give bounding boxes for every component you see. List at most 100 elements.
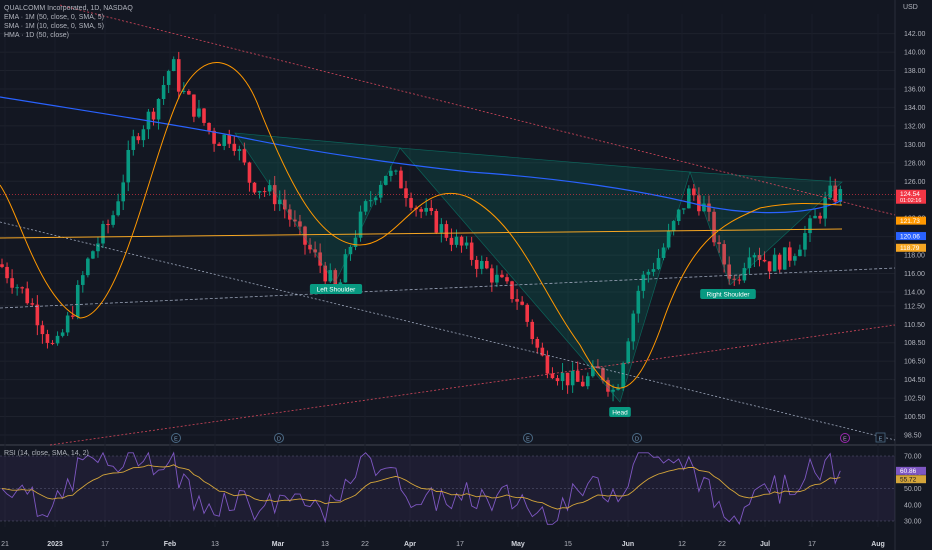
candle-body	[459, 236, 464, 246]
candle-body	[136, 136, 141, 141]
candle-body	[313, 249, 317, 253]
y-tick-label: 106.50	[904, 359, 926, 366]
event-marker: E	[840, 433, 850, 443]
candle-body	[803, 233, 807, 250]
candle-body	[30, 303, 35, 305]
candle-body	[449, 237, 454, 245]
candle-body	[798, 249, 802, 257]
event-marker-circle	[523, 433, 533, 443]
candle-body	[626, 341, 630, 364]
candle-body	[227, 134, 232, 144]
candle-body	[777, 254, 782, 270]
candle-body	[611, 389, 615, 392]
candle-body	[65, 315, 70, 333]
candle-body	[707, 203, 711, 212]
rsi-tick-label: 70.00	[904, 454, 922, 461]
pattern-badge-2: Right Shoulder	[700, 289, 756, 299]
event-marker-circle	[274, 433, 284, 443]
y-tick-label: 116.00	[904, 271, 925, 278]
candle-body	[505, 277, 509, 282]
price-label: 121.73	[900, 218, 920, 225]
candle-body	[207, 122, 211, 131]
candle-body	[318, 252, 322, 266]
candle-body	[520, 301, 524, 305]
rsi-tick-label: 30.00	[904, 519, 922, 526]
candle-body	[141, 129, 146, 141]
y-tick-label: 114.00	[904, 289, 925, 296]
candle-body	[692, 188, 696, 196]
candle-body	[96, 243, 100, 252]
price-label: 124.54	[900, 191, 920, 198]
candle-body	[767, 261, 772, 272]
candle-body	[479, 260, 484, 269]
candle-body	[525, 304, 529, 322]
sma-indicator-label[interactable]: SMA · 1M (10, close, 0, SMA, 5)	[4, 23, 104, 30]
candle-body	[176, 59, 181, 92]
candle-body	[116, 201, 120, 216]
y-tick-label: 108.50	[904, 340, 926, 347]
candle-body	[818, 215, 822, 219]
candle-body	[384, 175, 388, 185]
candle-body	[171, 59, 176, 72]
rsi-ma-label-bg	[896, 475, 926, 484]
candle-body	[469, 242, 474, 260]
candle-body	[166, 71, 171, 85]
event-marker-label: E	[879, 436, 883, 442]
y-tick-label: 142.00	[904, 31, 926, 38]
candle-body	[510, 281, 514, 300]
candle-body	[409, 198, 413, 208]
candle-body	[272, 185, 277, 205]
x-tick-label: Aug	[871, 541, 885, 548]
candle-body	[535, 338, 540, 348]
candle-body	[570, 370, 575, 386]
candle-body	[242, 149, 247, 163]
y-tick-label: 136.00	[904, 86, 926, 93]
candle-body	[131, 136, 136, 150]
event-marker-label: E	[174, 436, 178, 442]
candle-body	[641, 274, 646, 291]
x-tick-label: 21	[1, 541, 9, 548]
x-tick-label: 13	[321, 541, 329, 548]
candle-body	[378, 184, 383, 198]
currency-label[interactable]: USD	[903, 4, 918, 11]
rsi-title[interactable]: RSI (14, close, SMA, 14, 2)	[4, 450, 89, 457]
x-tick-label: Jul	[760, 541, 770, 548]
y-tick-label: 100.50	[904, 414, 926, 421]
y-tick-label: 112.50	[904, 303, 925, 310]
candle-body	[782, 247, 787, 270]
candle-body	[717, 242, 721, 245]
candle-body	[702, 203, 706, 212]
y-tick-label: 104.50	[904, 377, 926, 384]
candle-body	[676, 209, 681, 222]
candle-body	[747, 257, 752, 269]
candle-body	[500, 274, 504, 278]
ema-line	[0, 62, 843, 389]
candle-body	[262, 191, 267, 193]
ema-indicator-label[interactable]: EMA · 1M (50, close, 0, SMA, 5)	[4, 14, 104, 21]
event-marker-label: E	[843, 436, 847, 442]
candle-body	[515, 299, 519, 302]
candle-body	[424, 207, 428, 212]
y-tick-label: 128.00	[904, 160, 926, 167]
x-tick-label: 12	[678, 541, 686, 548]
symbol-title[interactable]: QUALCOMM Incorporated, 1D, NASDAQ	[4, 5, 133, 12]
x-tick-label: 17	[808, 541, 816, 548]
candle-body	[666, 230, 671, 248]
candle-body	[197, 108, 201, 117]
candle-body	[111, 215, 115, 225]
y-tick-label: 132.00	[904, 123, 926, 130]
candle-body	[742, 268, 747, 281]
candle-body	[363, 201, 368, 212]
candle-body	[838, 189, 843, 202]
candle-body	[762, 259, 767, 262]
hma-indicator-label[interactable]: HMA · 1D (50, close)	[4, 32, 69, 39]
candle-body	[681, 208, 686, 210]
candle-body	[303, 226, 307, 245]
x-tick-label: 13	[211, 541, 219, 548]
candle-body	[156, 98, 161, 120]
candle-body	[247, 162, 252, 183]
candle-body	[656, 257, 661, 270]
rsi-value-label: 60.86	[900, 468, 917, 475]
